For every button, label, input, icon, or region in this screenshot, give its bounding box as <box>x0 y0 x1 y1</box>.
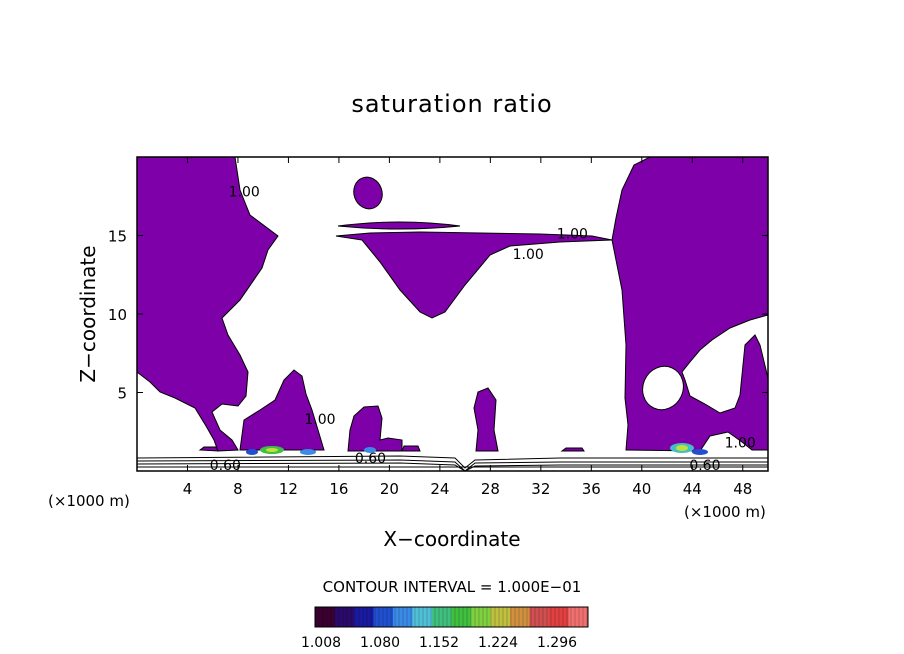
region-left <box>136 156 279 452</box>
high-saturation-patches <box>246 443 708 455</box>
colorbar-tick-label: 1.008 <box>301 635 341 651</box>
x-tick-label: 12 <box>279 480 298 498</box>
contour-label: 1.00 <box>229 184 260 200</box>
colorbar-swatch <box>315 607 335 627</box>
x-tick-label: 24 <box>430 480 449 498</box>
colorbar-swatch <box>412 607 433 627</box>
contour-label: 1.00 <box>557 227 588 243</box>
region-top-center <box>335 231 613 319</box>
region-mid <box>347 405 403 452</box>
region-right-hole <box>642 365 684 411</box>
y-tick-label: 10 <box>108 306 127 324</box>
x-axis-unit-left: (×1000 m) <box>48 492 130 510</box>
colorbar-tick-label: 1.296 <box>537 635 577 651</box>
colorbar-swatch <box>471 607 491 627</box>
colorbar-swatch <box>529 607 550 627</box>
plot-area <box>136 156 769 472</box>
x-tick-label: 28 <box>481 480 500 498</box>
contour-labels: 1.00 1.00 1.00 1.00 1.00 0.60 0.60 0.60 <box>210 184 756 474</box>
x-axis-label: X−coordinate <box>383 527 520 551</box>
colorbar <box>314 606 589 628</box>
x-tick-label: 32 <box>531 480 550 498</box>
contour-label: 0.60 <box>210 458 241 474</box>
colorbar-tick-label: 1.152 <box>419 635 459 651</box>
x-tick-label: 16 <box>329 480 348 498</box>
saturated-regions <box>136 156 769 452</box>
y-axis-ticks: 5 10 15 <box>108 228 768 403</box>
region-tiny-3 <box>401 445 421 452</box>
region-mid-left <box>239 369 325 451</box>
colorbar-labels: 1.008 1.080 1.152 1.224 1.296 <box>301 635 577 651</box>
colorbar-swatch <box>568 607 589 627</box>
contour-label: 1.00 <box>513 247 544 263</box>
region-right <box>611 156 769 452</box>
contour-interval-label: CONTOUR INTERVAL = 1.000E−01 <box>323 578 582 596</box>
contour-label: 0.60 <box>355 451 386 467</box>
colorbar-frame <box>314 606 589 628</box>
contour-label: 1.00 <box>725 435 756 451</box>
contour-label: 0.60 <box>689 458 720 474</box>
x-tick-label: 44 <box>683 480 702 498</box>
x-tick-label: 40 <box>632 480 651 498</box>
x-tick-label: 8 <box>233 480 243 498</box>
colorbar-swatch <box>451 607 472 627</box>
region-thin-band <box>337 221 461 230</box>
x-tick-label: 36 <box>582 480 601 498</box>
colorbar-tick-label: 1.080 <box>360 635 400 651</box>
region-tiny-1 <box>198 446 219 452</box>
region-small-center <box>473 387 499 452</box>
colorbar-swatch <box>334 607 355 627</box>
x-tick-label: 4 <box>183 480 193 498</box>
contour-label: 1.00 <box>304 412 335 428</box>
y-tick-label: 5 <box>117 385 127 403</box>
colorbar-swatch <box>490 607 511 627</box>
region-top-blob <box>353 176 383 210</box>
x-tick-label: 48 <box>733 480 752 498</box>
colorbar-swatch <box>373 607 394 627</box>
x-axis-ticks: 4 8 12 16 20 24 28 32 36 40 44 48 <box>183 157 752 498</box>
y-axis-label: Z−coordinate <box>76 245 100 382</box>
region-tiny-2 <box>560 447 585 452</box>
x-axis-unit-right: (×1000 m) <box>684 503 766 521</box>
y-tick-label: 15 <box>108 228 127 246</box>
x-tick-label: 20 <box>380 480 399 498</box>
colorbar-tick-label: 1.224 <box>478 635 518 651</box>
chart-title: saturation ratio <box>351 90 552 118</box>
